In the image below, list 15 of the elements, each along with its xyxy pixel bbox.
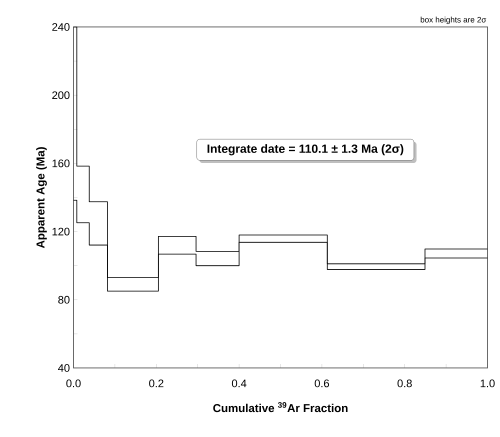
x-tick-label: 1.0: [480, 380, 495, 388]
y-tick-label: 160: [52, 160, 70, 168]
y-axis-title: Apparent Age (Ma): [36, 147, 47, 248]
x-tick-label: 0.6: [314, 380, 330, 388]
x-axis-title: Cumulative $^{39}$Ar Fraction: [213, 402, 348, 412]
y-tick-label: 120: [52, 228, 70, 236]
x-tick-label: 0.8: [398, 380, 412, 388]
y-tick-label: 40: [58, 364, 70, 372]
x-tick-label: 0.2: [149, 380, 164, 388]
y-tick-label: 240: [52, 23, 70, 31]
y-tick-label: 80: [58, 296, 70, 304]
y-tick-label: 200: [52, 91, 70, 100]
x-tick-label: 0.4: [232, 380, 246, 388]
annotation: Integrate date = 110.1 ± 1.3 Ma (2σ): [208, 144, 404, 156]
x-tick-label: 0.0: [66, 380, 81, 388]
